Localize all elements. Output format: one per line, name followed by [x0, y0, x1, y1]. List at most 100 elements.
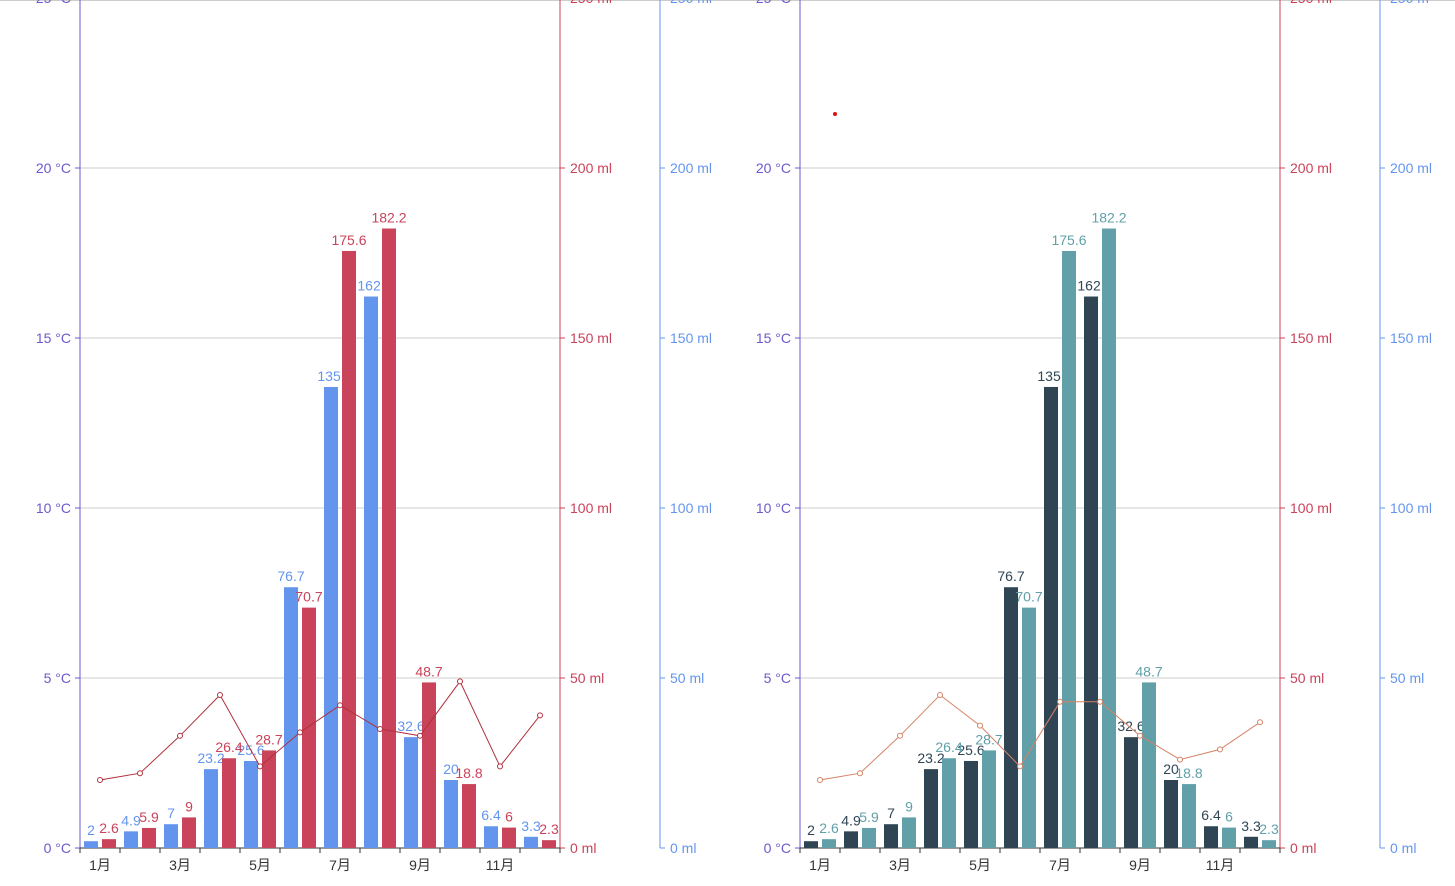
bar	[1084, 296, 1098, 848]
temperature-point	[897, 732, 903, 739]
bar	[1262, 840, 1276, 848]
bar	[142, 827, 156, 848]
bar	[942, 758, 956, 848]
temperature-point	[1137, 732, 1143, 739]
bar	[342, 250, 356, 848]
bar-value-label: 48.7	[1135, 663, 1162, 679]
y-tick-label-precipitation-1: 50 ml	[570, 670, 604, 686]
bar	[1062, 250, 1076, 848]
temperature-point	[537, 712, 543, 719]
bar	[1102, 228, 1116, 848]
bar-value-label: 28.7	[255, 731, 282, 747]
y-tick-label-precipitation-1: 250 ml	[1290, 0, 1332, 6]
bar	[262, 750, 276, 848]
bar-value-label: 5.9	[859, 809, 879, 825]
bar-value-label: 6	[1225, 809, 1233, 825]
bar-value-label: 135.	[1037, 368, 1064, 384]
y-tick-label-precipitation-2: 200 ml	[670, 160, 712, 176]
bar	[542, 840, 556, 848]
bar	[964, 760, 978, 848]
bar-value-label: 2.3	[1259, 821, 1279, 837]
bar-value-label: 6.4	[1201, 807, 1221, 823]
bar	[884, 824, 898, 848]
y-tick-label-precipitation-1: 200 ml	[570, 160, 612, 176]
bar	[444, 780, 458, 848]
bar	[1022, 607, 1036, 848]
bar	[1244, 836, 1258, 848]
bar	[1222, 827, 1236, 848]
bar-value-label: 18.8	[1175, 765, 1202, 781]
temperature-point	[1257, 719, 1263, 726]
bar-value-label: 175.6	[1051, 232, 1086, 248]
x-tick-label: 7月	[1049, 857, 1071, 873]
bar-value-label: 135.	[317, 368, 344, 384]
bar-value-label: 70.7	[295, 589, 322, 605]
bar	[284, 587, 298, 848]
x-tick-label: 11月	[1206, 857, 1235, 873]
y-tick-label-precipitation-1: 0 ml	[570, 840, 596, 856]
temperature-point	[1057, 698, 1063, 705]
y-tick-label-precipitation-2: 150 ml	[670, 330, 712, 346]
bar-value-label: 3.3	[521, 818, 541, 834]
bar-value-label: 4.9	[121, 812, 141, 828]
y-tick-label-temperature: 25 °C	[36, 0, 71, 6]
bar-value-label: 175.6	[331, 232, 366, 248]
temperature-point	[1017, 763, 1023, 770]
y-tick-label-temperature: 15 °C	[36, 330, 71, 346]
x-tick-label: 3月	[169, 857, 191, 873]
temperature-point	[937, 692, 943, 698]
bar-value-label: 6	[505, 809, 513, 825]
x-tick-label: 3月	[889, 857, 911, 873]
bar	[222, 758, 236, 848]
y-tick-label-precipitation-1: 150 ml	[570, 330, 612, 346]
bar	[244, 760, 258, 848]
y-tick-label-precipitation-1: 100 ml	[1290, 500, 1332, 516]
temperature-point	[377, 726, 383, 732]
y-tick-label-temperature: 25 °C	[756, 0, 791, 6]
x-tick-label: 5月	[249, 857, 271, 873]
bar-value-label: 20	[443, 761, 459, 777]
temperature-point	[977, 722, 983, 729]
bar-value-label: 2	[87, 822, 95, 838]
bar	[982, 750, 996, 848]
y-tick-label-precipitation-2: 100 ml	[1390, 500, 1432, 516]
temperature-point	[97, 777, 103, 783]
temperature-point	[177, 732, 183, 739]
temperature-point	[257, 763, 263, 770]
temperature-line	[99, 680, 541, 781]
bar-value-label: 2.3	[539, 821, 559, 837]
y-tick-label-temperature: 20 °C	[36, 160, 71, 176]
y-tick-label-precipitation-1: 200 ml	[1290, 160, 1332, 176]
bar-value-label: 3.3	[1241, 818, 1261, 834]
bar	[1182, 784, 1196, 848]
bar-value-label: 18.8	[455, 765, 482, 781]
y-tick-label-temperature: 0 °C	[764, 840, 791, 856]
bar	[1004, 587, 1018, 848]
y-tick-label-temperature: 15 °C	[756, 330, 791, 346]
bar	[102, 839, 116, 848]
bar	[484, 826, 498, 848]
bar	[462, 784, 476, 848]
y-tick-label-temperature: 10 °C	[756, 500, 791, 516]
bar-value-label: 5.9	[139, 809, 159, 825]
bar-value-label: 2	[807, 822, 815, 838]
y-tick-label-precipitation-1: 100 ml	[570, 500, 612, 516]
y-tick-label-precipitation-2: 150 ml	[1390, 330, 1432, 346]
temperature-point	[297, 729, 303, 736]
bar-value-label: 4.9	[841, 812, 861, 828]
stray-point-marker	[833, 112, 837, 116]
y-tick-label-precipitation-1: 50 ml	[1290, 670, 1324, 686]
temperature-point	[137, 770, 143, 777]
x-tick-label: 9月	[1129, 857, 1151, 873]
bar-value-label: 2.6	[99, 820, 119, 836]
bar-value-label: 7	[887, 805, 895, 821]
bar-value-label: 182.2	[1091, 210, 1126, 226]
temperature-point	[497, 763, 503, 770]
bar	[1204, 826, 1218, 848]
bar	[822, 839, 836, 848]
bar	[124, 831, 138, 848]
x-tick-label: 5月	[969, 857, 991, 873]
bar	[502, 827, 516, 848]
temperature-point	[817, 777, 823, 783]
bar-value-label: 2.6	[819, 820, 839, 836]
